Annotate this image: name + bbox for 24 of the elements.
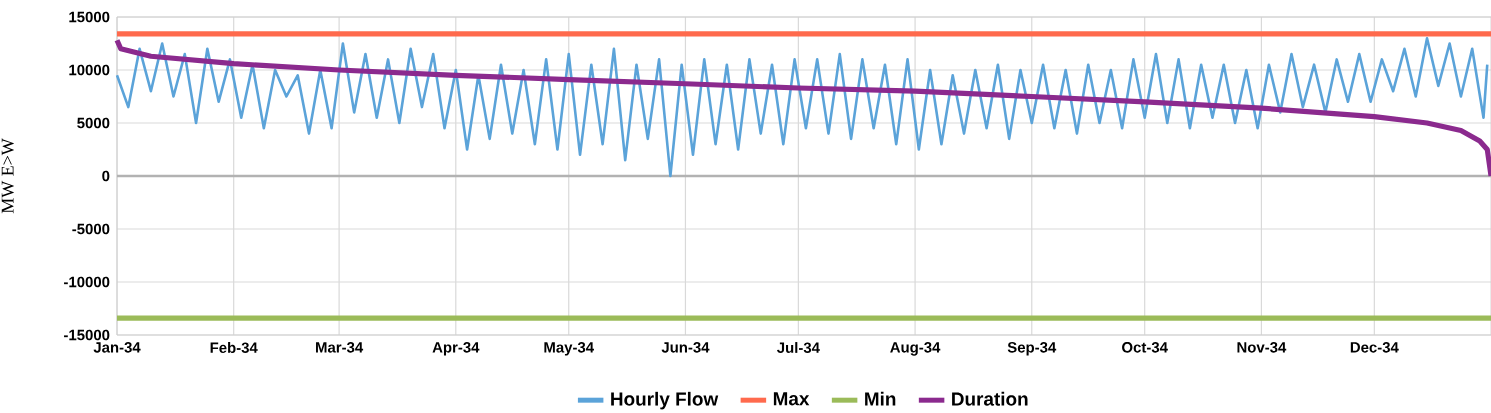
y-tick-label: 10000 (69, 64, 110, 76)
y-tick-label: 0 (102, 170, 110, 182)
x-tick-label: Jul-34 (777, 342, 820, 354)
x-tick-label: Apr-34 (432, 342, 480, 356)
x-tick-label: Dec-34 (1350, 342, 1399, 353)
x-tick-label: May-34 (544, 342, 594, 356)
y-tick-label: -15000 (64, 329, 110, 341)
legend-label: Duration (952, 391, 1028, 406)
x-tick-label: Nov-34 (1237, 342, 1287, 353)
x-tick-label: Jan-34 (93, 342, 141, 353)
y-axis-title: MW E>W (1, 138, 14, 214)
x-tick-label: Feb-34 (210, 342, 258, 354)
legend-label: Hourly Flow (611, 391, 719, 410)
x-tick-label: Oct-34 (1122, 342, 1168, 353)
x-tick-label: Mar-34 (316, 342, 364, 353)
x-tick-label: Jun-34 (661, 342, 710, 353)
x-tick-label: Aug-34 (890, 342, 941, 356)
x-tick-label: Sep-34 (1007, 342, 1057, 356)
y-tick-label: 15000 (69, 11, 110, 23)
y-tick-label: -5000 (72, 223, 110, 235)
legend-label: Max (773, 392, 810, 406)
y-tick-label: -10000 (64, 276, 110, 288)
legend-label: Min (865, 391, 896, 406)
y-tick-label: 5000 (77, 117, 110, 129)
